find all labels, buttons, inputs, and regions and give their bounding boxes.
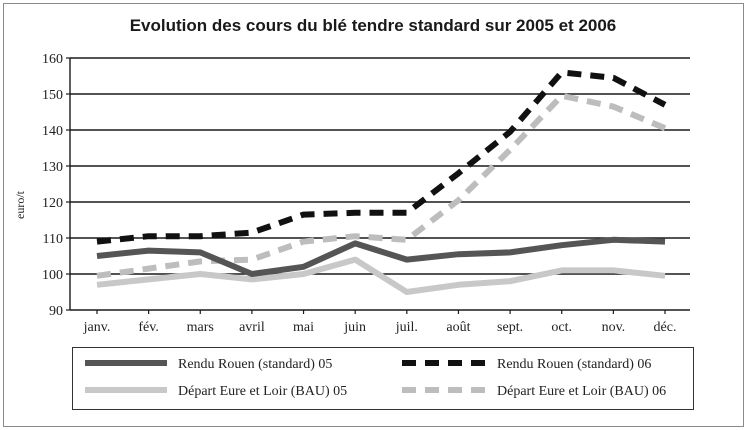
series-line-depart-eure-et-loir-bau-05	[96, 256, 666, 295]
y-tick-label: 130	[42, 160, 63, 175]
y-tick-label: 140	[42, 124, 63, 139]
x-tick-label: juil.	[395, 320, 418, 335]
x-tick-label: oct.	[551, 320, 572, 335]
legend-label-depart-eure-et-loir-bau-06: Départ Eure et Loir (BAU) 06	[497, 384, 666, 399]
series-layer	[96, 69, 667, 295]
legend-box	[72, 347, 694, 410]
x-tick-label: juin	[343, 320, 366, 335]
series-line-depart-eure-et-loir-bau-06	[96, 92, 667, 279]
x-tick-label: fév.	[138, 320, 158, 335]
series-line-rendu-rouen-standard-06	[96, 69, 667, 245]
y-tick-label: 150	[42, 88, 63, 103]
x-tick-label: déc.	[654, 320, 677, 335]
x-tick-label: janv.	[83, 320, 111, 335]
x-tick-label: nov.	[602, 320, 626, 335]
legend: Rendu Rouen (standard) 05 Rendu Rouen (st…	[72, 347, 694, 410]
x-tick-label: mai	[293, 320, 314, 335]
x-tick-label: mars	[187, 320, 214, 335]
x-tick-label: sept.	[497, 320, 523, 335]
legend-label-rendu-rouen-standard-05: Rendu Rouen (standard) 05	[178, 357, 332, 372]
y-tick-label: 100	[42, 268, 63, 283]
series-line-rendu-rouen-standard-05	[96, 236, 666, 277]
y-axis-label: euro/t	[13, 190, 27, 219]
legend-label-rendu-rouen-standard-06: Rendu Rouen (standard) 06	[497, 357, 651, 372]
y-tick-label: 120	[42, 196, 63, 211]
y-tick-label: 110	[43, 232, 63, 247]
x-tick-label: août	[446, 320, 470, 335]
chart-title: Evolution des cours du blé tendre standa…	[130, 16, 617, 35]
legend-label-depart-eure-et-loir-bau-05: Départ Eure et Loir (BAU) 05	[178, 384, 347, 399]
axis-layer: 90 100 110 120 130 140 150 160 janv. fév. mars avri…	[42, 52, 690, 335]
y-tick-label: 90	[49, 304, 63, 319]
x-tick-label: avril	[239, 320, 265, 335]
y-tick-label: 160	[42, 52, 63, 67]
